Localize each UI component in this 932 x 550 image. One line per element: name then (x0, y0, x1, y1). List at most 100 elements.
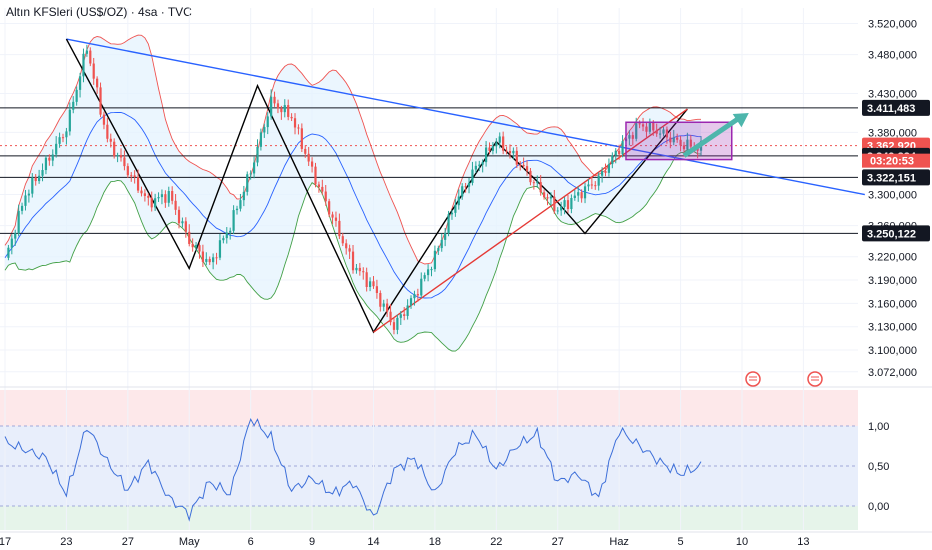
candle-body (99, 87, 102, 115)
candle-body (300, 128, 303, 149)
candle-body (351, 251, 355, 271)
horizontal-levels[interactable] (0, 107, 858, 234)
candle-body (44, 157, 48, 171)
candle-body (147, 195, 150, 198)
time-tick-label: Haz (609, 536, 629, 548)
projection[interactable] (625, 112, 823, 387)
candle-body (68, 109, 71, 132)
candle-body (164, 194, 167, 203)
candle-body (474, 165, 477, 170)
candle-body (658, 133, 662, 135)
candle-body (160, 194, 164, 198)
candle-body (392, 322, 396, 330)
candle-body (420, 278, 423, 296)
trend-lines[interactable] (65, 38, 865, 334)
time-tick-label: 13 (797, 536, 809, 548)
candle-body (242, 191, 245, 201)
candle-body (126, 166, 129, 176)
candle-body (519, 164, 522, 166)
price-tick-label: 3.380,000 (868, 127, 917, 139)
time-axis[interactable]: 17 23 27 May 6 9 14 18 22 27 Haz 5 10 13 (0, 531, 932, 548)
candle-body (450, 212, 454, 215)
candle-body (577, 192, 580, 196)
band-fill (5, 35, 701, 352)
candle-body (287, 105, 290, 117)
candle-body (362, 271, 365, 273)
candle-body (618, 150, 621, 155)
time-tick-label: 9 (309, 536, 315, 548)
candle-body (580, 192, 583, 199)
candle-body (212, 257, 215, 263)
candle-body (682, 145, 686, 150)
event-flag-icon (745, 371, 761, 387)
candle-body (648, 122, 651, 132)
candle-body (78, 76, 82, 90)
candle-body (396, 317, 399, 330)
candle-body (177, 209, 181, 224)
candle-body (307, 153, 310, 162)
candle-body (498, 136, 501, 143)
candle-body (529, 170, 532, 183)
level-price-label: 3.250,122 (867, 228, 916, 240)
candle-body (478, 164, 481, 166)
candle-body (266, 116, 269, 128)
candle-body (334, 217, 338, 221)
level-price-tag (862, 99, 930, 116)
oscillator-tick-label: 0,50 (868, 461, 889, 473)
candle-body (471, 169, 474, 183)
candle-body (27, 193, 30, 196)
candle-body (628, 135, 631, 139)
candle-body (341, 236, 344, 244)
candle-body (154, 198, 157, 208)
price-tick-label: 3.480,000 (868, 50, 917, 62)
candle-body (587, 184, 590, 187)
candle-body (348, 248, 351, 252)
candle-body (181, 221, 184, 224)
candle-body (440, 239, 443, 249)
oscillator (4, 417, 702, 522)
time-tick-label: May (179, 536, 200, 548)
candle-body (409, 298, 413, 306)
candle-body (382, 303, 385, 307)
candle-body (645, 126, 648, 132)
candle-body (143, 193, 147, 196)
candle-body (614, 150, 617, 156)
candle-body (641, 124, 645, 127)
candle-body (546, 197, 549, 199)
candle-body (31, 177, 34, 194)
price-tick-label: 3.520,000 (868, 19, 917, 31)
time-tick-label: 23 (60, 536, 72, 548)
candle-body (328, 201, 331, 215)
oversold-zone (0, 506, 858, 530)
candle-body (331, 214, 334, 218)
descending-trend-line (66, 38, 865, 196)
candle-body (321, 186, 324, 192)
time-tick-label: 22 (490, 536, 502, 548)
candle-body (556, 210, 559, 212)
time-tick-label: 6 (248, 536, 254, 548)
candle-body (89, 50, 92, 64)
price-tick-label: 3.130,000 (868, 322, 917, 334)
candles (7, 44, 703, 335)
candle-body (314, 166, 317, 185)
band-lower-line (4, 148, 702, 352)
candle-body (665, 129, 669, 138)
candle-body (235, 208, 239, 211)
candle-body (218, 240, 222, 258)
candle-body (604, 171, 607, 173)
candle-body (48, 157, 51, 161)
candle-body (505, 150, 508, 152)
candle-body (676, 137, 679, 140)
time-tick-label: 27 (122, 536, 134, 548)
overbought-zone (0, 390, 858, 426)
candle-body (24, 195, 27, 206)
candle-body (20, 205, 24, 211)
candle-body (96, 78, 99, 88)
candle-body (447, 214, 450, 234)
price-axis[interactable]: 3.520,000 3.480,000 3.430,000 3.380,000 3.30… (862, 19, 930, 513)
candle-body (136, 176, 140, 191)
candle-body (252, 162, 256, 174)
candle-body (273, 96, 276, 104)
candle-body (270, 96, 273, 117)
